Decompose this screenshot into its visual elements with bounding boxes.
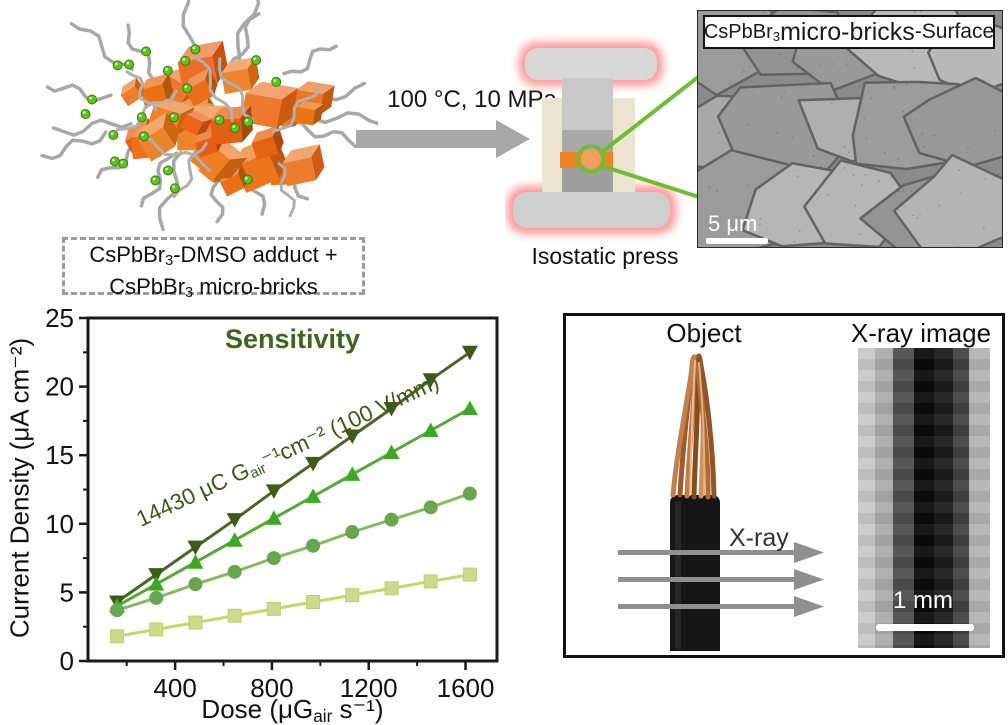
- x-tick-label: 1200: [340, 673, 398, 703]
- x-tick-label: 1600: [437, 673, 495, 703]
- sem-scale-label: 5 μm: [708, 211, 758, 236]
- y-axis-label: Current Density (μA cm⁻²): [4, 337, 35, 639]
- y-tick-label: 25: [45, 303, 74, 333]
- xray-radiograph: [858, 348, 990, 648]
- radiograph-column: [953, 348, 969, 648]
- y-tick-label: 15: [45, 440, 74, 470]
- y-tick-label: 10: [45, 509, 74, 539]
- microbrick-cluster-illustration: [40, 0, 378, 232]
- sem-title-box: CsPbBr3 micro-bricks -Surface: [703, 15, 995, 49]
- zoom-callout-line-top: [600, 72, 704, 154]
- process-arrow-icon: [356, 120, 530, 158]
- radiograph-pixel-banding: [858, 348, 990, 648]
- y-tick-label: 0: [60, 646, 74, 676]
- copper-strands: [670, 353, 717, 500]
- press-label: Isostatic press: [531, 243, 679, 269]
- axes-frame: [86, 316, 499, 663]
- y-tick-label: 5: [60, 577, 74, 607]
- xray-image-header: X-ray image: [850, 318, 992, 348]
- series-circle: [110, 486, 477, 618]
- sem-image-panel: CsPbBr3 micro-bricks -Surface 5 μm: [653, 0, 1008, 264]
- radiograph-column: [934, 348, 953, 648]
- y-tick-label: 20: [45, 372, 74, 402]
- wire-object-photo: [670, 353, 720, 651]
- cluster-caption-line2: CsPbBr3 micro-bricks: [109, 274, 318, 302]
- radiograph-column: [914, 348, 934, 648]
- series-triangle-up: [109, 400, 478, 613]
- process-conditions-label: 100 °C, 10 MPa: [387, 86, 557, 113]
- cluster-caption-box: CsPbBr3-DMSO adduct + CsPbBr3 micro-bric…: [62, 237, 365, 301]
- xray-scale-bar: [876, 624, 974, 631]
- series-triangle-down: [109, 345, 478, 611]
- isostatic-press-illustration: [507, 42, 704, 234]
- x-tick-label: 800: [250, 673, 293, 703]
- xray-beam-label: X-ray: [729, 524, 789, 552]
- sensitivity-chart: 400 800 1200 1600 0 5 10 15 20 25 Sensitivity 144…: [0, 298, 530, 725]
- press-bottom-platen: [513, 192, 670, 228]
- radiograph-column: [893, 348, 914, 648]
- chart-title: Sensitivity: [224, 324, 361, 354]
- x-tick-label: 400: [153, 673, 196, 703]
- radiograph-column: [858, 348, 875, 648]
- sem-scale-bar: [706, 238, 768, 244]
- zoom-callout-line-bottom: [600, 164, 704, 200]
- series-square: [110, 567, 477, 644]
- press-piston: [562, 78, 613, 130]
- xray-demo-panel: Object X-ray image X: [563, 313, 1005, 658]
- xray-scale-label: 1 mm: [893, 587, 953, 614]
- xray-beam-arrows: [618, 542, 824, 617]
- chart-plot-area: 400 800 1200 1600 0 5 10 15 20 25: [45, 303, 499, 703]
- object-header: Object: [666, 318, 742, 348]
- zoom-callout-circle: [576, 144, 606, 174]
- radiograph-column: [969, 348, 990, 648]
- radiograph-column: [875, 348, 893, 648]
- cluster-caption-line1: CsPbBr3-DMSO adduct +: [89, 242, 338, 270]
- x-axis-label: Dose (μGair s⁻¹): [201, 694, 384, 725]
- press-top-platen: [525, 48, 657, 80]
